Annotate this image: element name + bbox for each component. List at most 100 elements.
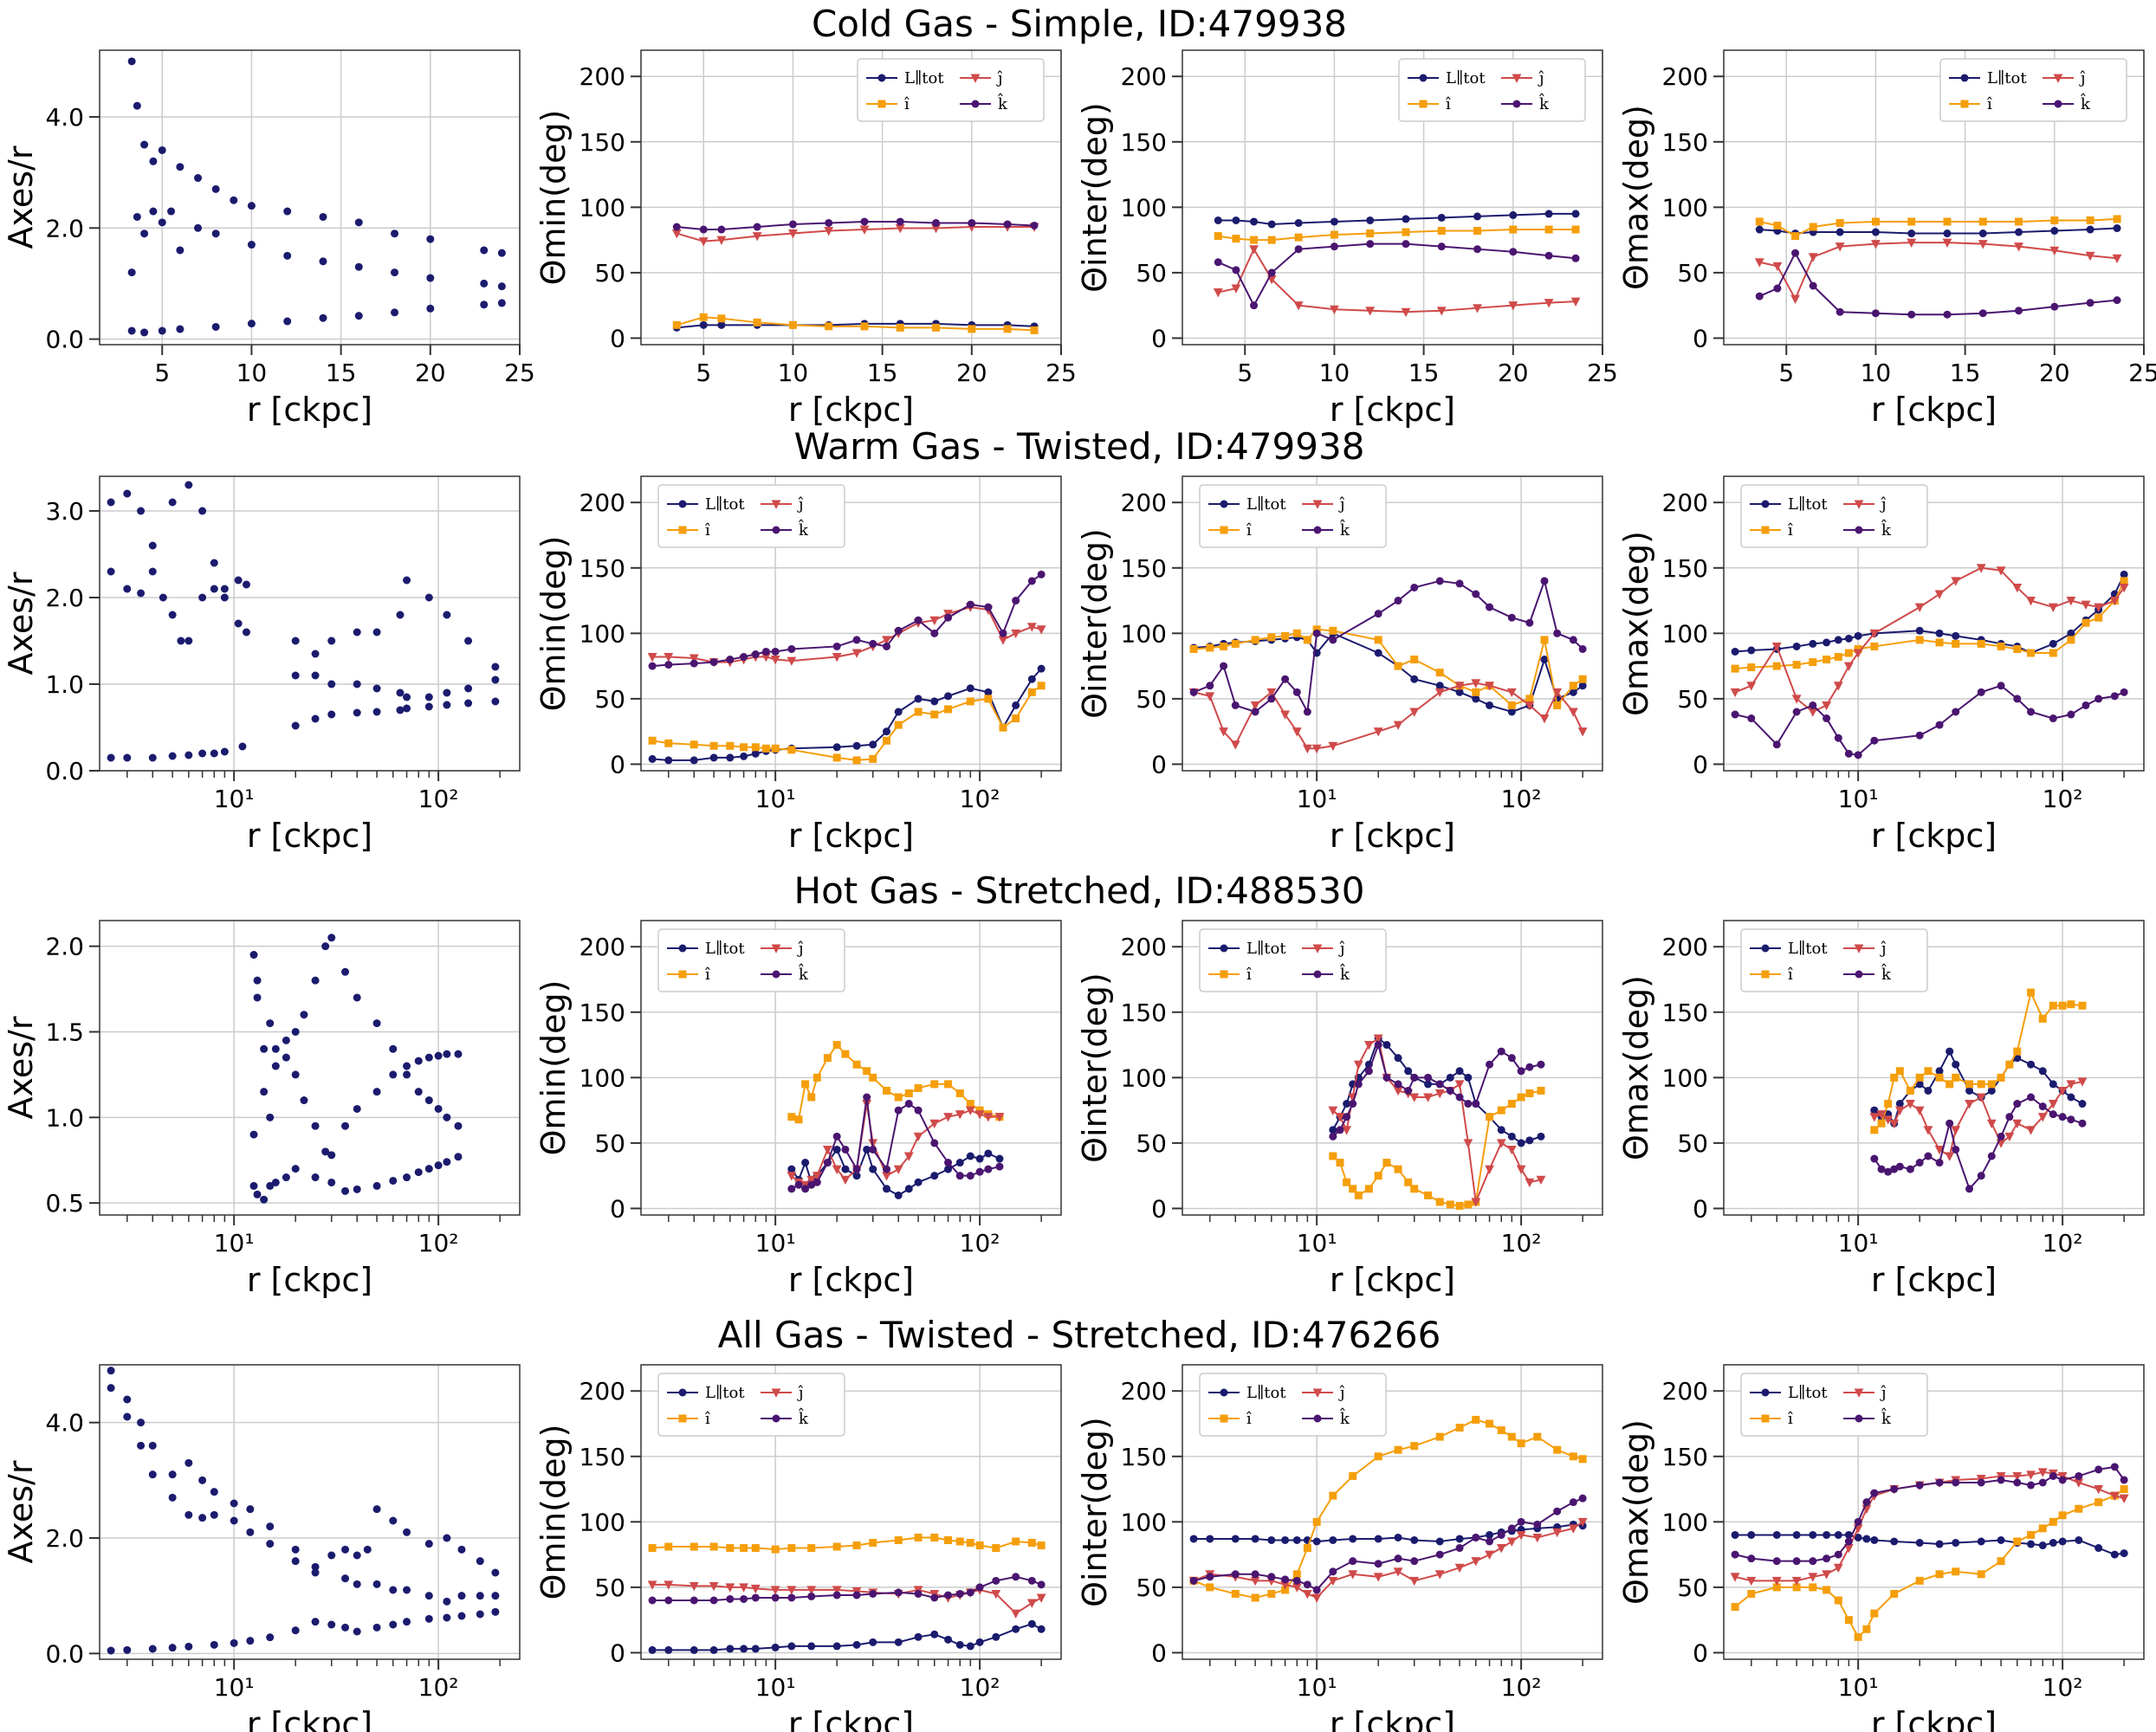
series-point-3	[771, 1593, 780, 1602]
series-point-3	[794, 1180, 803, 1189]
series-point-3	[944, 613, 953, 622]
point-inter	[403, 1062, 411, 1070]
series-point-2	[2066, 1080, 2076, 1089]
point-major	[300, 1011, 308, 1019]
point-major	[253, 976, 262, 985]
series-point-2	[1250, 701, 1260, 711]
series-point-2	[1330, 305, 1339, 315]
series-point-3	[726, 656, 735, 664]
series-point-3	[1206, 682, 1214, 690]
series-point-2	[1454, 682, 1465, 691]
legend-label-0: L∥tot	[1788, 940, 1828, 958]
series-point-0	[966, 684, 974, 693]
series-point-2	[1231, 284, 1241, 294]
series-point-1	[1997, 1557, 2005, 1566]
series-point-3	[1424, 1073, 1433, 1082]
series-point-3	[823, 1159, 832, 1167]
series-point-2	[1835, 242, 1845, 252]
point-minor	[260, 1195, 269, 1204]
series-point-1	[1569, 1452, 1577, 1461]
x-axis-label: r [ckpc]	[1871, 817, 1997, 855]
legend-marker-0	[1761, 500, 1770, 508]
series-point-0	[1250, 217, 1259, 226]
y-axis-label: Θmax(deg)	[1617, 531, 1655, 716]
panel-frame	[640, 49, 1062, 346]
legend-label-3: k̂	[1881, 962, 1892, 984]
series-point-3	[1997, 682, 2005, 690]
series-point-2	[1485, 1550, 1494, 1560]
series-point-3	[1189, 1576, 1198, 1585]
series-point-3	[1343, 1113, 1351, 1121]
series-point-3	[2082, 701, 2090, 709]
series-point-0	[984, 688, 993, 696]
series-point-2	[770, 656, 780, 665]
point-inter	[353, 1104, 361, 1113]
series-point-0	[1854, 631, 1862, 640]
series-point-0	[1862, 1535, 1871, 1543]
point-inter	[319, 257, 327, 266]
x-tick-label: 10¹	[755, 1673, 796, 1702]
legend-label-0: L∥tot	[1987, 69, 2027, 87]
data-layer	[107, 1367, 500, 1655]
series-point-0	[1987, 1086, 1996, 1095]
series-point-2	[1934, 1145, 1945, 1155]
x-tick-label: 10²	[418, 785, 459, 813]
series-point-2	[1293, 301, 1304, 311]
series-point-2	[1292, 727, 1302, 737]
series-point-0	[1507, 708, 1516, 716]
series-point-1	[1394, 1445, 1402, 1454]
panel-r3-c2: 10¹ 10² 0 50 100 150 200 r [ckpc] Θinter(deg) L∥t…	[1076, 1364, 1603, 1732]
series-point-1	[1303, 1544, 1311, 1553]
point-major	[123, 489, 132, 498]
point-minor	[185, 751, 193, 759]
series-point-3	[761, 647, 770, 656]
x-tick-label: 10	[236, 359, 268, 387]
series-point-2	[689, 654, 699, 663]
series-point-0	[1772, 1530, 1781, 1539]
x-axis-label: r [ckpc]	[247, 817, 372, 855]
series-point-3	[2005, 1113, 2014, 1121]
point-inter	[426, 274, 435, 282]
series-point-0	[2067, 1093, 2075, 1102]
panel-frame	[640, 1364, 1062, 1660]
point-minor	[327, 1620, 336, 1629]
legend-label-2: ĵ	[797, 940, 804, 958]
legend-marker-3	[772, 1414, 780, 1423]
point-major	[443, 611, 451, 619]
series-point-1	[894, 1535, 903, 1544]
point-inter	[311, 1568, 320, 1577]
row-title-cold: Cold Gas - Simple, ID:479938	[812, 3, 1347, 45]
series-point-2	[1730, 1573, 1740, 1582]
series-point-3	[1834, 1550, 1842, 1559]
series-point-0	[690, 1645, 698, 1654]
point-major	[403, 1528, 411, 1536]
series-point-3	[787, 1593, 796, 1602]
series-line-2	[1332, 1037, 1542, 1205]
legend-marker-0	[678, 944, 687, 953]
point-inter	[198, 1514, 207, 1522]
series-point-3	[1809, 1557, 1817, 1566]
series-point-1	[2058, 1001, 2067, 1010]
x-axis-label: r [ckpc]	[1871, 1705, 1997, 1732]
series-point-2	[1363, 1041, 1374, 1050]
series-point-3	[955, 1589, 964, 1598]
series-point-2	[1328, 1576, 1338, 1587]
point-major	[403, 1070, 411, 1079]
series-point-3	[2067, 1115, 2075, 1124]
series-point-3	[1823, 1554, 1831, 1563]
series-point-3	[753, 223, 761, 231]
series-point-3	[2027, 1093, 2036, 1102]
series-point-3	[2075, 1471, 2083, 1480]
panel-frame	[99, 475, 521, 772]
series-point-1	[1978, 217, 1987, 226]
series-point-0	[1455, 1535, 1464, 1543]
point-major	[327, 1551, 336, 1560]
series-point-0	[740, 1645, 748, 1653]
legend-marker-0	[1220, 1388, 1228, 1397]
panel-frame	[99, 1364, 521, 1660]
series-point-3	[2120, 1476, 2128, 1484]
series-point-0	[1343, 1100, 1351, 1108]
series-point-1	[726, 1544, 735, 1553]
x-tick-label: 25	[2128, 359, 2156, 387]
point-inter	[266, 1540, 275, 1548]
